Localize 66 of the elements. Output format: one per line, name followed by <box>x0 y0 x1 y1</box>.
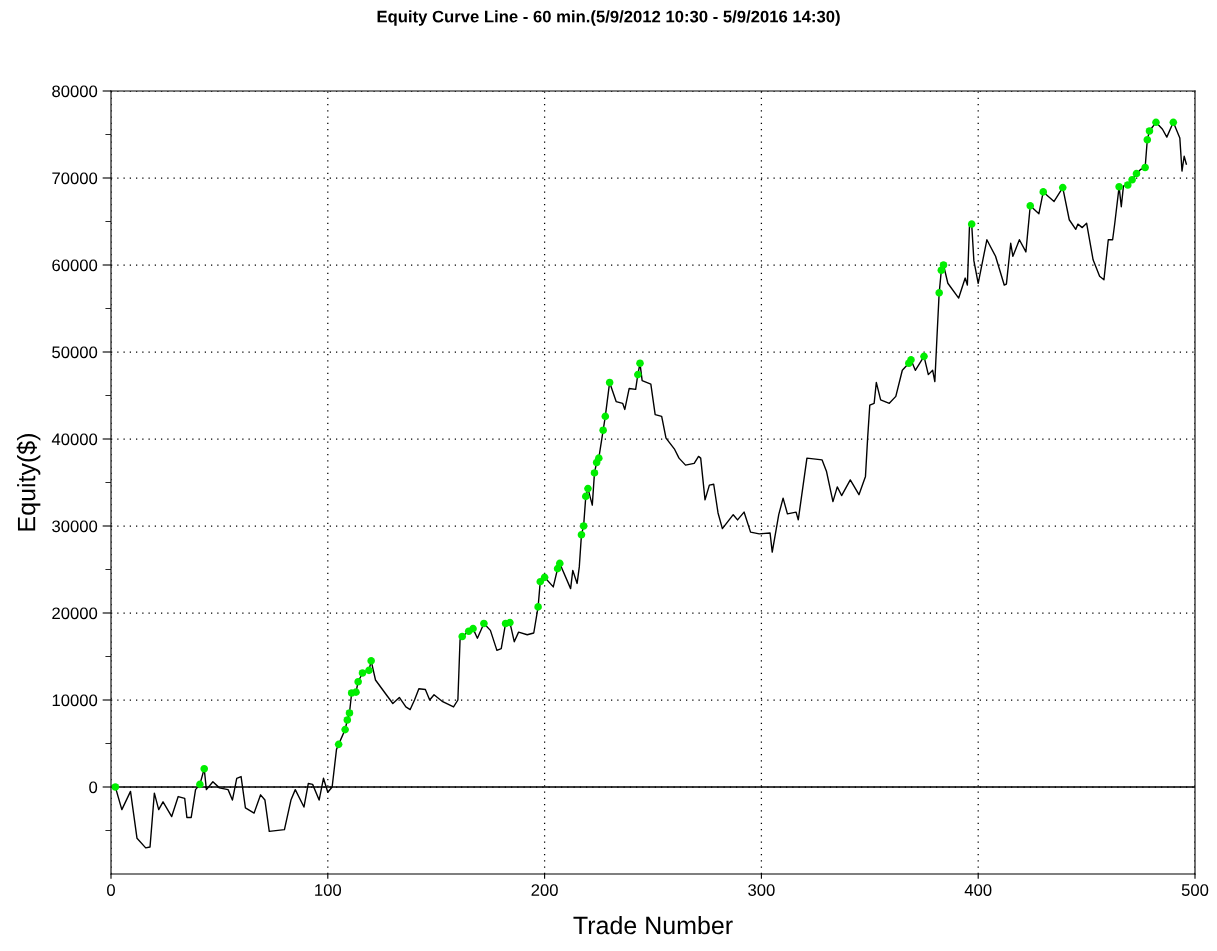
y-tick-label: 10000 <box>52 694 98 707</box>
chart-title: Equity Curve Line - 60 min.(5/9/2012 10:30 - 5/9/2016 14:30) <box>377 10 840 26</box>
point <box>536 577 545 586</box>
point <box>1026 202 1035 210</box>
point <box>920 352 928 361</box>
y-tick-label: 80000 <box>52 85 98 98</box>
point <box>1058 183 1067 192</box>
point <box>634 370 642 379</box>
point <box>358 669 367 677</box>
point <box>352 688 360 696</box>
point <box>343 716 352 724</box>
y-tick-label: 50000 <box>52 346 98 359</box>
point <box>581 492 590 501</box>
x-tick-label: 100 <box>315 884 342 896</box>
x-tick-label: 400 <box>964 884 992 896</box>
point <box>341 725 349 734</box>
point <box>636 359 644 368</box>
y-tick-label: 30000 <box>52 520 98 533</box>
point <box>967 220 976 228</box>
point <box>365 666 373 675</box>
point <box>601 412 610 421</box>
point <box>1039 188 1048 196</box>
point <box>599 426 607 435</box>
x-tick-label: 0 <box>107 884 115 896</box>
point <box>590 469 599 477</box>
point <box>1132 169 1141 178</box>
point <box>939 261 948 269</box>
point <box>584 484 592 493</box>
y-axis-title: Equity($) <box>16 434 41 531</box>
point <box>458 632 467 641</box>
point <box>534 603 542 611</box>
point <box>540 573 549 582</box>
x-tick-label: 500 <box>1181 884 1209 896</box>
point <box>579 522 588 530</box>
y-tick-label: 0 <box>89 781 98 794</box>
point <box>1143 135 1152 144</box>
point <box>935 289 943 297</box>
y-tick-label: 20000 <box>52 607 98 620</box>
point <box>506 618 514 627</box>
point <box>577 530 586 539</box>
point <box>480 619 488 628</box>
point <box>1115 182 1123 191</box>
point <box>469 624 477 633</box>
y-tick-label: 70000 <box>52 172 98 185</box>
y-tick-label: 60000 <box>52 259 98 272</box>
point <box>1128 175 1136 184</box>
point <box>111 783 120 791</box>
point <box>555 559 564 568</box>
point <box>334 740 343 749</box>
point <box>605 378 614 387</box>
point <box>354 677 362 686</box>
point <box>1152 118 1160 127</box>
y-tick-label: 40000 <box>51 433 98 446</box>
x-axis-title: Trade Number <box>573 915 733 935</box>
x-tick-label: 200 <box>531 884 558 896</box>
point <box>367 657 375 665</box>
point <box>196 780 204 789</box>
point <box>1123 181 1132 189</box>
point <box>1145 127 1154 135</box>
point <box>200 764 209 773</box>
point <box>345 709 354 717</box>
point <box>1141 163 1149 172</box>
x-tick-label: 300 <box>748 884 775 896</box>
point <box>907 356 915 364</box>
point <box>595 454 603 462</box>
point <box>1169 118 1178 127</box>
